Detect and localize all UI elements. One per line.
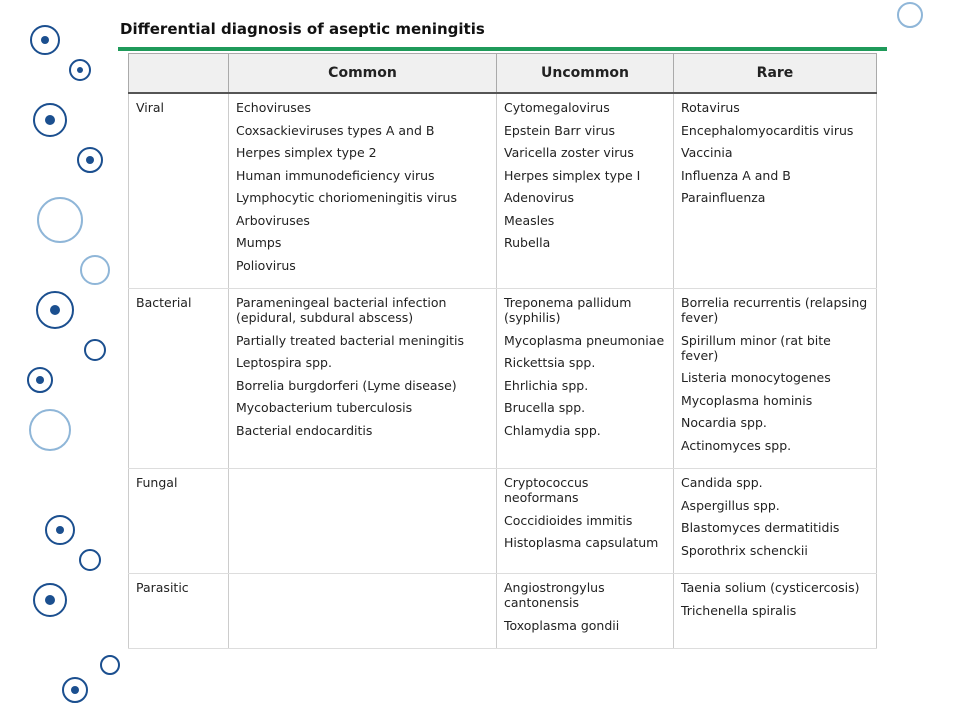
item: Arboviruses (236, 212, 310, 228)
item: Partially treated bacterial meningitis (236, 332, 464, 348)
item: Chlamydia spp. (504, 422, 601, 438)
item: Vaccinia (681, 145, 733, 160)
item: Aspergillus spp. (681, 497, 780, 513)
item: Coxsackieviruses types A and B (236, 122, 435, 138)
table: Common Uncommon Rare Viral Echoviruses Coxsa… (128, 53, 877, 649)
table-cell: Cryptococcus neoformans Coccidioides immi… (496, 468, 674, 574)
category-cell: Viral (128, 93, 229, 289)
category-cell: Fungal (128, 468, 229, 574)
header-cell: Rare (673, 53, 877, 94)
item: Mycoplasma pneumoniae (504, 332, 665, 348)
item: Actinomyces spp. (681, 437, 792, 453)
header-cell: Uncommon (496, 53, 674, 94)
table-cell: Echoviruses Coxsackieviruses types A and … (228, 93, 497, 289)
category: Viral (136, 100, 165, 115)
table-cell: Cytomegalovirus Epstein Barr virus Varicel… (496, 93, 674, 289)
table-cell (228, 573, 497, 649)
item: Varicella zoster virus (504, 145, 634, 160)
item: Rubella (504, 235, 551, 250)
item: Nocardia spp. (681, 415, 767, 430)
item: Herpes simplex type I (504, 167, 641, 183)
item: Mycoplasma hominis (681, 392, 813, 408)
table-cell: Rotavirus Encephalomyocarditis virus Vacci… (673, 93, 877, 289)
item: Histoplasma capsulatum (504, 535, 659, 550)
item: Parameningeal bacterial infection (epidu… (236, 295, 447, 325)
table-row: Bacterial Parameningeal bacterial infecti… (128, 288, 877, 469)
table-row: Viral Echoviruses Coxsackieviruses types A… (128, 93, 877, 289)
table-cell: Angiostrongylus cantonensis Toxoplasma go… (496, 573, 674, 649)
table-cell: Treponema pallidum (syphilis) Mycoplasma … (496, 288, 674, 469)
category: Fungal (136, 475, 178, 490)
title: Differential diagnosis of aseptic mening… (120, 20, 485, 38)
item: Measles (504, 212, 555, 228)
header-cell (128, 53, 229, 94)
item: Spirillum minor (rat bite fever) (681, 332, 831, 363)
item: Treponema pallidum (syphilis) (504, 295, 632, 325)
item: Candida spp. (681, 475, 763, 490)
item: Cryptococcus neoformans (504, 475, 589, 505)
item: Borrelia recurrentis (relapsing fever) (681, 295, 868, 325)
item: Adenovirus (504, 190, 574, 205)
item: Rotavirus (681, 100, 740, 115)
category-cell: Bacterial (128, 288, 229, 469)
category-cell: Parasitic (128, 573, 229, 649)
item: Epstein Barr virus (504, 122, 616, 138)
item: Ehrlichia spp. (504, 377, 589, 393)
table-cell: Candida spp. Aspergillus spp. Blastomyces … (673, 468, 877, 574)
item: Toxoplasma gondii (504, 617, 620, 633)
item: Poliovirus (236, 257, 296, 273)
table-cell: Parameningeal bacterial infection (epidu… (228, 288, 497, 469)
item: Taenia solium (cysticercosis) (681, 580, 860, 595)
title-rule (118, 47, 887, 51)
item: Influenza A and B (681, 167, 791, 183)
item: Borrelia burgdorferi (Lyme disease) (236, 377, 457, 393)
header-row: Common Uncommon Rare (128, 53, 877, 94)
item: Bacterial endocarditis (236, 422, 373, 438)
item: Leptospira spp. (236, 355, 332, 370)
item: Parainfluenza (681, 190, 766, 205)
category: Bacterial (136, 295, 192, 310)
item: Human immunodeficiency virus (236, 167, 435, 183)
item: Trichenella spiralis (681, 602, 797, 618)
header-cell: Common (228, 53, 497, 94)
item: Rickettsia spp. (504, 355, 596, 370)
item: Cytomegalovirus (504, 100, 610, 115)
table-cell: Borrelia recurrentis (relapsing fever) Sp… (673, 288, 877, 469)
item: Lymphocytic choriomeningitis virus (236, 190, 457, 205)
item: Encephalomyocarditis virus (681, 122, 854, 138)
table-cell (228, 468, 497, 574)
item: Herpes simplex type 2 (236, 145, 377, 160)
table-row: Fungal Cryptococcus neoformans Coccidioide… (128, 468, 877, 574)
category: Parasitic (136, 580, 189, 595)
item: Sporothrix schenckii (681, 542, 808, 558)
item: Mycobacterium tuberculosis (236, 400, 413, 415)
table-cell: Taenia solium (cysticercosis) Trichenella… (673, 573, 877, 649)
table-row: Parasitic Angiostrongylus cantonensis Toxo… (128, 573, 877, 649)
item: Coccidioides immitis (504, 512, 633, 528)
item: Echoviruses (236, 100, 311, 115)
item: Mumps (236, 235, 282, 250)
item: Listeria monocytogenes (681, 370, 831, 385)
item: Brucella spp. (504, 400, 586, 415)
item: Angiostrongylus cantonensis (504, 580, 605, 610)
item: Blastomyces dermatitidis (681, 520, 840, 535)
